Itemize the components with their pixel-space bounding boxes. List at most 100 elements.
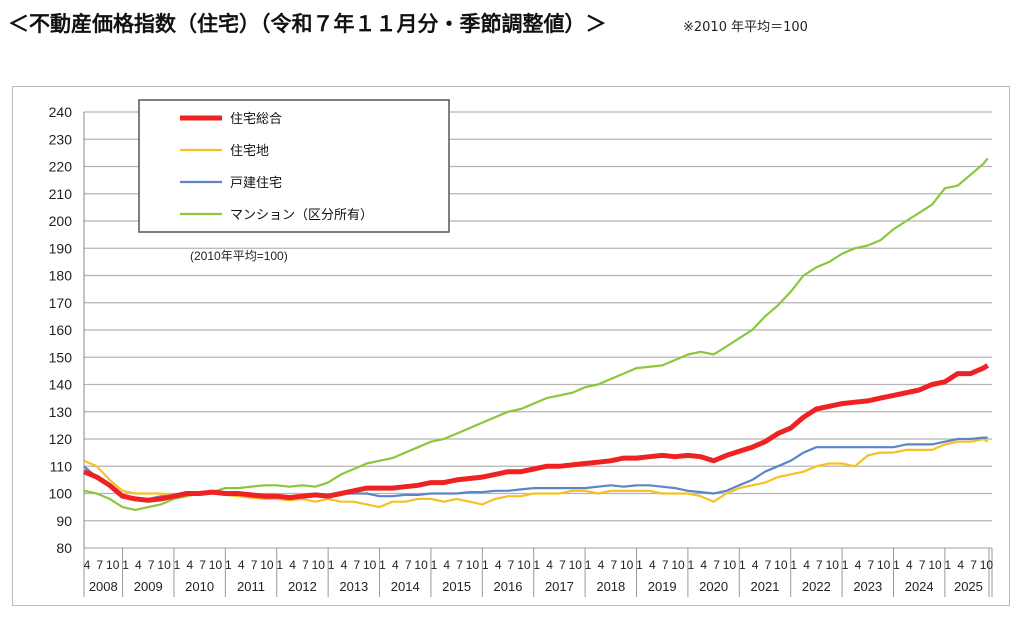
y-tick-label: 210 <box>49 186 73 202</box>
x-month-label: 10 <box>774 558 788 572</box>
x-month-label: 4 <box>957 558 964 572</box>
x-year-label: 2011 <box>237 579 265 594</box>
x-month-label: 1 <box>225 558 232 572</box>
x-month-label: 7 <box>251 558 258 572</box>
x-month-label: 7 <box>559 558 566 572</box>
x-month-label: 10 <box>877 558 891 572</box>
x-year-label: 2012 <box>288 579 317 594</box>
x-month-label: 1 <box>122 558 129 572</box>
x-month-label: 7 <box>508 558 515 572</box>
x-month-label: 1 <box>893 558 900 572</box>
x-month-label: 4 <box>186 558 193 572</box>
x-month-label: 10 <box>106 558 120 572</box>
y-tick-label: 220 <box>49 159 73 175</box>
y-tick-label: 130 <box>49 404 73 420</box>
x-month-label: 10 <box>620 558 634 572</box>
x-month-label: 1 <box>842 558 849 572</box>
y-tick-label: 200 <box>49 213 73 229</box>
legend-label: 戸建住宅 <box>230 175 282 190</box>
x-month-label: 10 <box>312 558 326 572</box>
y-tick-label: 160 <box>49 322 73 338</box>
chart-frame <box>12 86 1010 606</box>
x-month-label: 7 <box>816 558 823 572</box>
x-year-label: 2022 <box>802 579 831 594</box>
x-month-label: 7 <box>610 558 617 572</box>
x-month-label: 1 <box>585 558 592 572</box>
x-year-label: 2023 <box>853 579 882 594</box>
x-month-label: 10 <box>569 558 583 572</box>
y-tick-label: 110 <box>50 458 73 474</box>
x-month-label: 4 <box>443 558 450 572</box>
x-month-label: 4 <box>803 558 810 572</box>
x-month-label: 4 <box>238 558 245 572</box>
x-month-label: 4 <box>546 558 553 572</box>
x-month-label: 7 <box>919 558 926 572</box>
y-tick-label: 120 <box>49 431 73 447</box>
x-year-label: 2009 <box>134 579 163 594</box>
x-year-label: 2020 <box>699 579 728 594</box>
x-month-label: 4 <box>752 558 759 572</box>
y-tick-label: 90 <box>56 513 72 529</box>
x-year-label: 2019 <box>648 579 677 594</box>
x-month-label: 4 <box>135 558 142 572</box>
x-month-label: 1 <box>328 558 335 572</box>
x-month-label: 7 <box>199 558 206 572</box>
x-month-label: 10 <box>517 558 531 572</box>
x-month-label: 10 <box>980 558 994 572</box>
x-month-label: 10 <box>260 558 274 572</box>
x-year-label: 2008 <box>89 579 118 594</box>
legend-box <box>138 99 450 233</box>
x-month-label: 10 <box>466 558 480 572</box>
x-month-label: 1 <box>174 558 181 572</box>
x-year-label: 2010 <box>185 579 214 594</box>
x-month-label: 1 <box>945 558 952 572</box>
x-month-label: 7 <box>353 558 360 572</box>
x-month-label: 10 <box>928 558 942 572</box>
y-tick-label: 230 <box>49 131 73 147</box>
y-tick-label: 80 <box>56 540 72 556</box>
y-tick-label: 240 <box>49 104 73 120</box>
x-month-label: 1 <box>431 558 438 572</box>
x-month-label: 4 <box>906 558 913 572</box>
x-month-label: 4 <box>649 558 656 572</box>
legend-label: 住宅地 <box>230 143 269 158</box>
x-month-label: 7 <box>662 558 669 572</box>
y-tick-label: 140 <box>49 377 73 393</box>
x-month-label: 7 <box>456 558 463 572</box>
x-year-label: 2015 <box>442 579 471 594</box>
x-month-label: 1 <box>533 558 540 572</box>
x-year-label: 2024 <box>905 579 934 594</box>
x-month-label: 7 <box>405 558 412 572</box>
x-month-label: 7 <box>765 558 772 572</box>
x-month-label: 4 <box>700 558 707 572</box>
page-title: ＜不動産価格指数（住宅）（令和７年１１月分・季節調整値）＞ <box>8 12 607 36</box>
x-month-label: 4 <box>495 558 502 572</box>
y-tick-label: 170 <box>49 295 73 311</box>
x-month-label: 10 <box>826 558 840 572</box>
x-month-label: 7 <box>302 558 309 572</box>
x-month-label: 1 <box>379 558 386 572</box>
x-month-label: 1 <box>482 558 489 572</box>
x-year-label: 2014 <box>391 579 420 594</box>
x-year-label: 2013 <box>339 579 368 594</box>
x-month-label: 10 <box>209 558 223 572</box>
legend-label: マンション（区分所有） <box>230 207 373 222</box>
x-year-label: 2025 <box>954 579 983 594</box>
x-month-label: 10 <box>157 558 171 572</box>
y-tick-label: 190 <box>49 240 73 256</box>
x-month-label: 7 <box>97 558 104 572</box>
series-line-1 <box>83 437 989 509</box>
x-month-label: 1 <box>636 558 643 572</box>
legend-label: 住宅総合 <box>230 111 282 126</box>
x-month-label: 4 <box>84 558 91 572</box>
x-month-label: 4 <box>289 558 296 572</box>
x-month-label: 7 <box>148 558 155 572</box>
x-month-label: 10 <box>723 558 737 572</box>
x-month-label: 1 <box>688 558 695 572</box>
x-month-label: 10 <box>363 558 377 572</box>
x-month-label: 7 <box>713 558 720 572</box>
x-month-label: 7 <box>970 558 977 572</box>
x-month-label: 1 <box>790 558 797 572</box>
series-line-0 <box>83 363 990 503</box>
